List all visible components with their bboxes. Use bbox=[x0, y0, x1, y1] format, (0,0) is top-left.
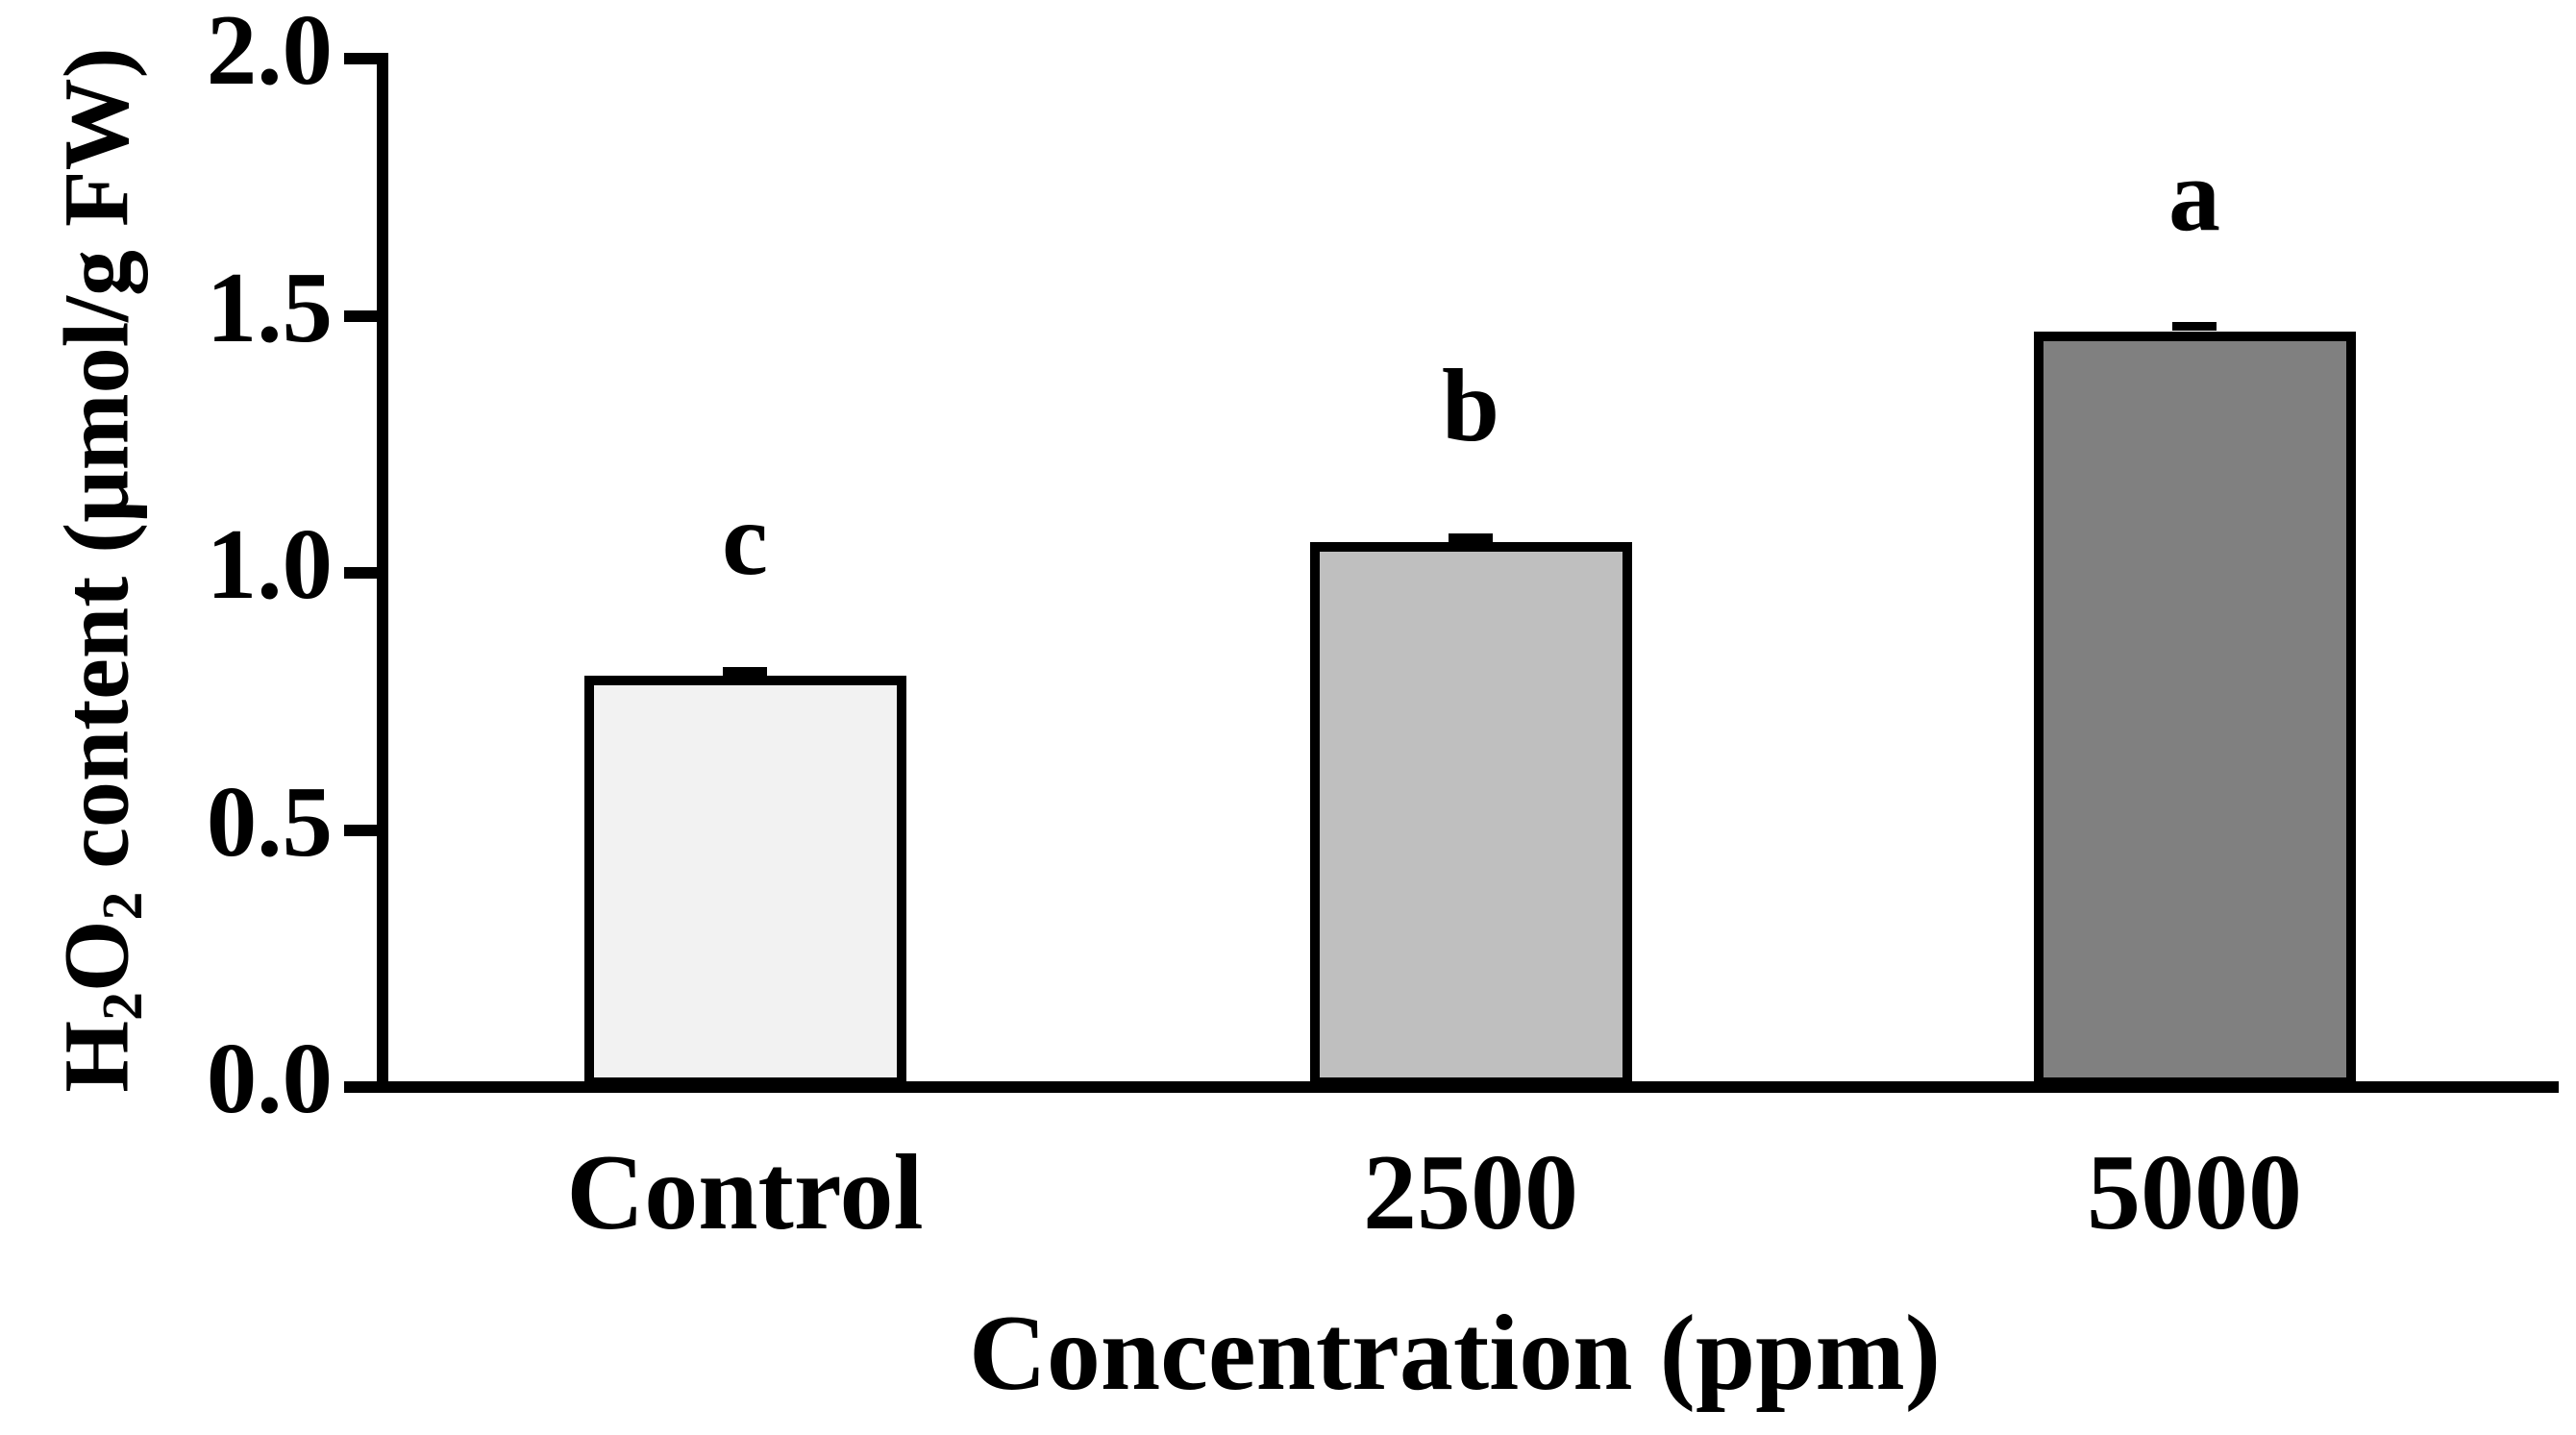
error-bar-cap bbox=[2172, 322, 2217, 332]
y-tick-label: 0.5 bbox=[206, 764, 333, 878]
x-axis-title: Concentration (ppm) bbox=[968, 1294, 1942, 1413]
significance-letter: c bbox=[722, 482, 768, 597]
error-bar-cap bbox=[1449, 532, 1493, 542]
significance-letter: a bbox=[2168, 137, 2220, 253]
error-bar-cap bbox=[723, 666, 767, 676]
y-tick-label: 1.0 bbox=[206, 507, 333, 620]
bar-2500 bbox=[1309, 541, 1632, 1087]
y-tick bbox=[344, 567, 383, 579]
significance-letter: b bbox=[1441, 348, 1500, 463]
bar-control bbox=[583, 676, 906, 1087]
x-tick-label-2500: 2500 bbox=[1363, 1133, 1578, 1252]
bar-5000 bbox=[2033, 331, 2356, 1087]
y-tick bbox=[344, 1081, 383, 1093]
x-tick-label-5000: 5000 bbox=[2087, 1133, 2302, 1252]
y-tick bbox=[344, 53, 383, 64]
x-tick-label-control: Control bbox=[566, 1133, 924, 1252]
y-tick-label: 0.0 bbox=[206, 1022, 333, 1134]
y-axis-title-sub1: 2 bbox=[89, 992, 154, 1021]
y-tick-label: 1.5 bbox=[206, 250, 333, 363]
y-axis-title-sub2: 2 bbox=[89, 891, 154, 921]
y-axis-title-rest: content (μmol/g FW) bbox=[44, 47, 148, 892]
y-tick bbox=[344, 309, 383, 322]
y-axis-title-o: O bbox=[44, 920, 148, 993]
y-tick-label: 2.0 bbox=[206, 0, 333, 106]
y-tick bbox=[344, 824, 383, 836]
